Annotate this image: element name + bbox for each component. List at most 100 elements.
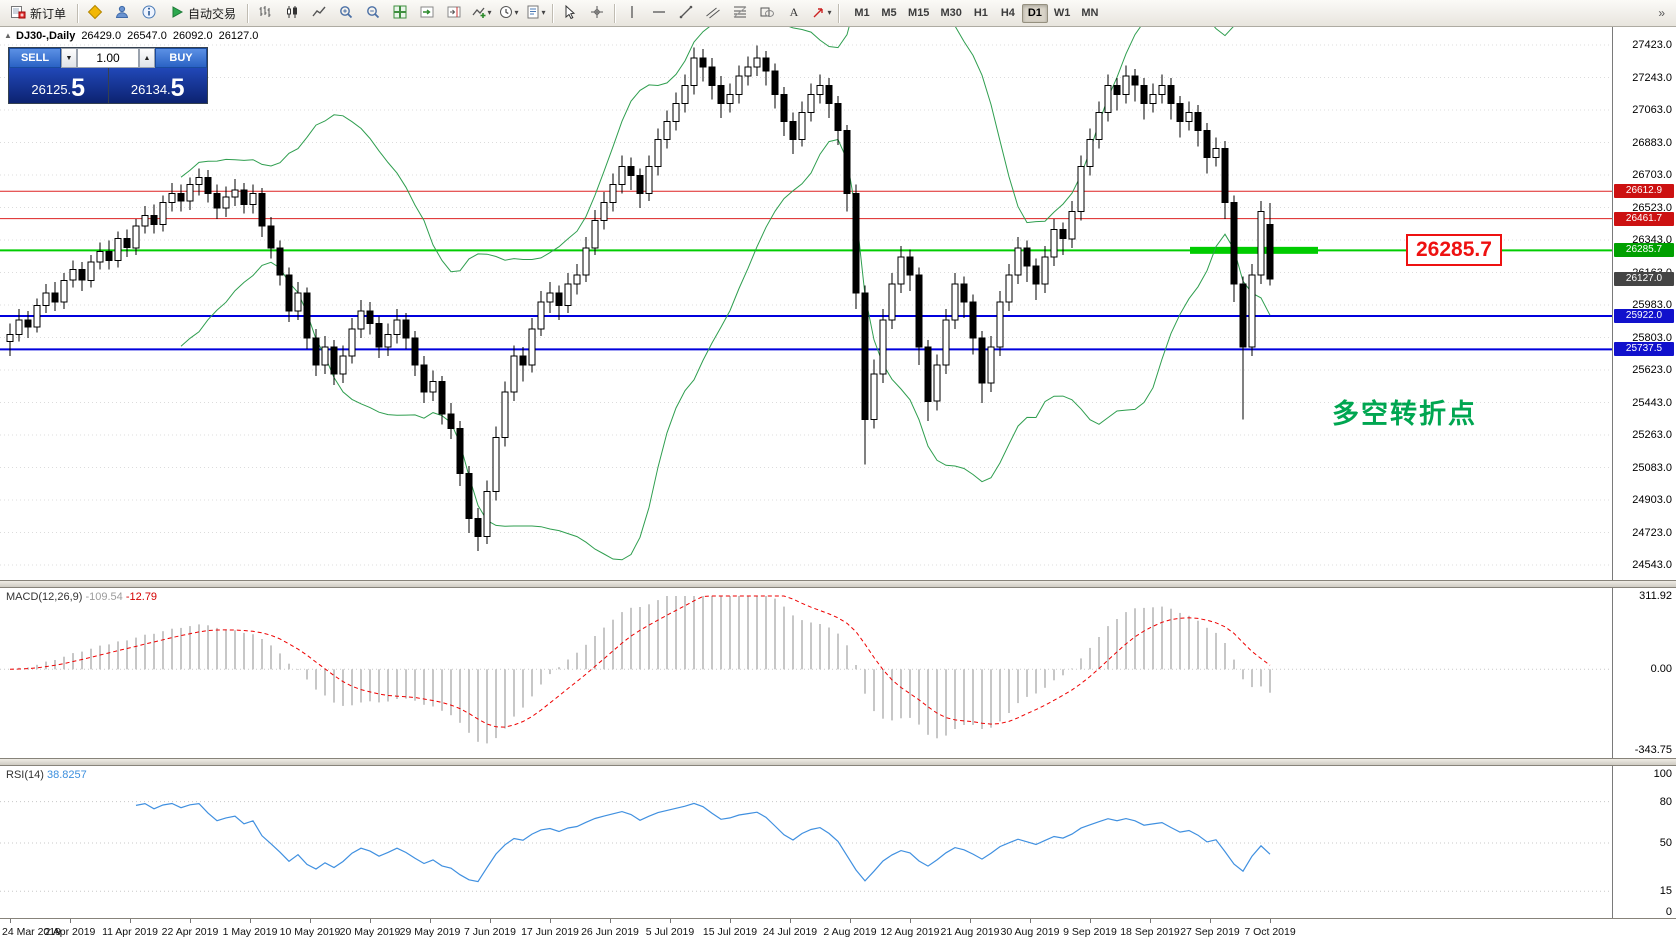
rsi-title: RSI(14) [6, 769, 44, 781]
date-tick [1090, 919, 1091, 923]
sell-price-big: 5 [71, 74, 86, 102]
date-tick [490, 919, 491, 923]
timeframe-button-m30[interactable]: M30 [935, 4, 966, 23]
price-axis-label: 26523.0 [1632, 201, 1672, 214]
new-order-button[interactable]: 新订单 [3, 2, 73, 25]
toolbar-overflow-icon[interactable]: » [1658, 6, 1665, 20]
date-axis-label: 22 Apr 2019 [161, 926, 219, 938]
date-axis-label: 20 May 2019 [339, 926, 401, 938]
candlestick-chart[interactable] [0, 27, 1612, 580]
data-window-button[interactable] [136, 2, 162, 25]
date-axis-label: 24 Jul 2019 [762, 926, 818, 938]
fibonacci-button[interactable] [727, 2, 753, 25]
date-tick [790, 919, 791, 923]
volume-decrease-button[interactable]: ▼ [61, 48, 77, 68]
rsi-axis-label: 0 [1665, 906, 1672, 918]
tile-windows-icon [392, 4, 408, 23]
autotrading-button[interactable]: 自动交易 [163, 2, 243, 25]
toolbar-separator [77, 3, 79, 23]
text-button[interactable]: A [781, 2, 807, 25]
date-axis-label: 26 Jun 2019 [581, 926, 639, 938]
chart-annotation-text: 多空转折点 [1332, 399, 1477, 429]
timeframe-button-d1[interactable]: D1 [1021, 3, 1048, 23]
price-axis-label: 25083.0 [1632, 461, 1672, 474]
chart-shift-button[interactable] [441, 2, 467, 25]
vertical-line-icon [624, 4, 640, 23]
date-axis-label: 27 Sep 2019 [1180, 926, 1240, 938]
price-axis-label: 25803.0 [1632, 331, 1672, 344]
date-axis-label: 30 Aug 2019 [1000, 926, 1060, 938]
cursor-button[interactable] [557, 2, 583, 25]
buy-price-display[interactable]: 26134. 5 [108, 68, 207, 103]
trendline-button[interactable] [673, 2, 699, 25]
date-tick [730, 919, 731, 923]
rsi-panel-splitter[interactable] [0, 758, 1676, 766]
sell-price-display[interactable]: 26125. 5 [9, 68, 108, 103]
arrows-button[interactable]: ▾ [808, 2, 834, 25]
candlestick-mode-button[interactable] [279, 2, 305, 25]
price-axis[interactable]: 27423.0 27243.0 27063.0 26883.0 26703.0 26523… [1612, 27, 1676, 918]
chart-title: DJ30-,Daily 26429.0 26547.0 26092.0 2612… [16, 30, 258, 42]
volume-increase-button[interactable]: ▲ [139, 48, 155, 68]
sell-button[interactable]: SELL [9, 48, 61, 68]
timeframe-button-m15[interactable]: M15 [903, 4, 934, 23]
one-click-trading-panel: SELL ▼ ▲ BUY 26125.5 26134.5 [8, 47, 208, 104]
rsi-axis-label: 100 [1653, 768, 1672, 780]
zoom-in-button[interactable] [333, 2, 359, 25]
navigator-button[interactable] [109, 2, 135, 25]
indicators-button[interactable]: ▾ [468, 2, 494, 25]
timeframe-button-w1[interactable]: W1 [1049, 4, 1076, 23]
macd-indicator-label: MACD(12,26,9) -109.54 -12.79 [6, 591, 157, 603]
buy-button[interactable]: BUY [155, 48, 207, 68]
macd-indicator-chart[interactable] [0, 588, 1612, 758]
date-tick [430, 919, 431, 923]
channel-button[interactable] [700, 2, 726, 25]
rsi-indicator-chart[interactable] [0, 766, 1612, 918]
date-axis[interactable]: 24 Mar 2019 2 Apr 2019 11 Apr 2019 22 Apr 2… [0, 918, 1676, 952]
macd-panel-splitter[interactable] [0, 580, 1676, 588]
market-watch-button[interactable] [82, 2, 108, 25]
vertical-line-button[interactable] [619, 2, 645, 25]
text-icon: A [786, 4, 802, 23]
timeframe-button-m5[interactable]: M5 [876, 4, 902, 23]
price-axis-label: 27423.0 [1632, 39, 1672, 51]
crosshair-button[interactable] [584, 2, 610, 25]
price-tag: 25737.5 [1614, 342, 1674, 357]
bar-chart-mode-button[interactable] [252, 2, 278, 25]
volume-input[interactable] [77, 48, 139, 68]
price-axis-label: 24723.0 [1632, 526, 1672, 539]
tile-windows-button[interactable] [387, 2, 413, 25]
timeframe-button-m1[interactable]: M1 [849, 4, 875, 23]
toolbar-separator [614, 3, 616, 23]
symbol-period-label: DJ30-,Daily [16, 30, 76, 42]
dropdown-caret-icon: ▾ [487, 8, 492, 17]
macd-axis-label: 311.92 [1639, 590, 1672, 602]
timeframe-button-h4[interactable]: H4 [995, 4, 1021, 23]
navigator-icon [114, 4, 130, 23]
date-axis-label: 29 May 2019 [399, 926, 461, 938]
date-tick [970, 919, 971, 923]
timeframe-button-h1[interactable]: H1 [968, 4, 994, 23]
bar-chart-icon [257, 4, 273, 23]
templates-button[interactable]: ▾ [522, 2, 548, 25]
dropdown-caret-icon: ▾ [541, 8, 546, 17]
ohlc-close: 26127.0 [218, 30, 259, 42]
horizontal-line-button[interactable] [646, 2, 672, 25]
date-tick [190, 919, 191, 923]
date-axis-label: 18 Sep 2019 [1120, 926, 1180, 938]
shapes-button[interactable] [754, 2, 780, 25]
panel-collapse-icon[interactable]: ▲ [4, 31, 12, 40]
timeframe-button-mn[interactable]: MN [1076, 4, 1103, 23]
line-chart-mode-button[interactable] [306, 2, 332, 25]
ohlc-high: 26547.0 [127, 30, 167, 42]
crosshair-icon [589, 4, 605, 23]
date-axis-label: 2 Apr 2019 [44, 926, 96, 938]
periods-button[interactable]: ▾ [495, 2, 521, 25]
buy-price-big: 5 [170, 74, 185, 102]
price-tag: 25922.0 [1614, 309, 1674, 323]
zoom-out-button[interactable] [360, 2, 386, 25]
rsi-axis-label: 50 [1659, 837, 1672, 849]
auto-scroll-button[interactable] [414, 2, 440, 25]
indicators-icon [471, 4, 487, 23]
